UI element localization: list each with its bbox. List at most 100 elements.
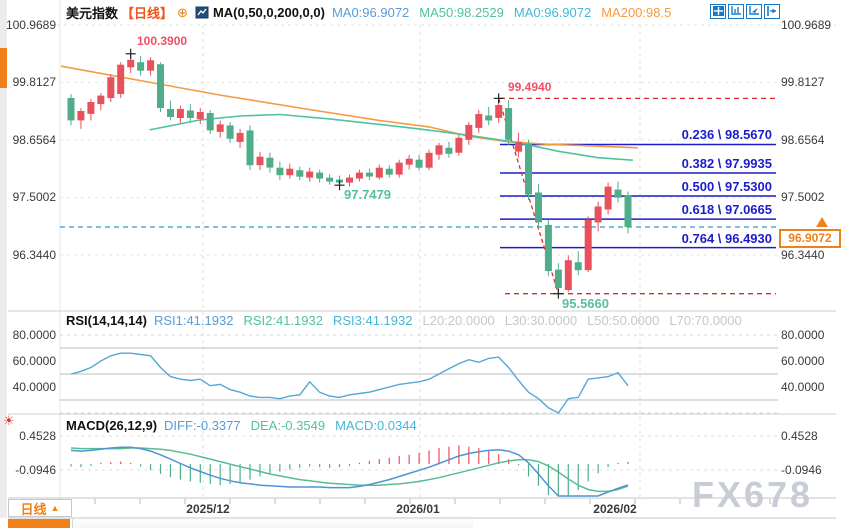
candle-body (604, 186, 612, 210)
bottom-tab-active[interactable] (8, 519, 70, 528)
candle-body (624, 195, 632, 227)
timeframe-tab[interactable]: 日线 ▲ (8, 499, 72, 517)
macd-header: MACD(26,12,9) DIFF:-0.3377 DEA:-0.3549 MAC… (66, 418, 427, 433)
fib-label: 0.382 \ 97.9935 (681, 155, 772, 171)
candle-body (196, 112, 204, 119)
price-axis-label: 96.3440 (781, 247, 825, 262)
rsi-value-label: RSI1:41.1932 (153, 313, 234, 328)
candle-body (425, 152, 433, 168)
watermark: FX678 (692, 474, 814, 515)
ma50-line (149, 113, 633, 161)
chart-type-icon[interactable] (195, 6, 209, 19)
price-axis-label: 97.5002 (781, 190, 825, 205)
chart-toolbar (710, 4, 782, 19)
candle-body (286, 168, 294, 176)
candle-body (276, 167, 284, 176)
ma200-line (60, 65, 638, 149)
candle-body (475, 114, 483, 128)
rsi-axis-label: 40.0000 (12, 380, 56, 394)
dea-line (70, 447, 629, 493)
rsi-line (70, 352, 629, 414)
collapse-right-icon[interactable] (764, 4, 780, 19)
pan-icon[interactable] (710, 4, 726, 19)
rsi-value-label: L20:20.0000 (422, 313, 495, 328)
left-scroll-thumb[interactable] (0, 48, 7, 88)
candle-body (137, 62, 145, 71)
candle-body (157, 64, 164, 108)
left-scroll-strip[interactable] (0, 0, 7, 518)
rsi-value-label: L50:50.0000 (587, 313, 660, 328)
price-axis-label: 97.5002 (12, 190, 56, 205)
low-price-label: 97.7479 (344, 187, 391, 202)
candle-body (465, 124, 473, 140)
candle-body (574, 262, 582, 271)
candle-body (87, 102, 95, 114)
bottom-tab-row[interactable] (72, 519, 473, 528)
candle-body (296, 170, 304, 177)
ma-value-label: MA0:96.9072 (513, 5, 592, 20)
macd-axis-label: -0.0946 (781, 462, 822, 477)
candle-body (375, 167, 383, 178)
rsi-axis-label: 80.0000 (781, 328, 825, 342)
rsi-value-label: RSI2:41.1932 (243, 313, 323, 328)
macd-value-label: DEA:-0.3549 (250, 418, 326, 433)
candle-body (216, 124, 224, 132)
peak-price-label: 100.3900 (137, 34, 188, 48)
timeframe-tab-label: 日线 (20, 501, 47, 517)
time-axis-month-label: 2025/12 (186, 502, 230, 516)
candle-body (256, 156, 264, 166)
candle-body (186, 110, 194, 118)
price-axis-label: 99.8127 (12, 75, 56, 90)
candle-body (107, 77, 115, 99)
candle-body (535, 192, 542, 223)
candle-body (306, 171, 314, 178)
candle-body (564, 260, 572, 290)
candle-body (485, 115, 493, 121)
candle-body (206, 113, 214, 131)
y-axis-scale-icon[interactable] (728, 4, 744, 19)
candle-body (544, 224, 552, 272)
candle-body (584, 219, 592, 271)
candle-body (346, 177, 353, 183)
time-axis-month-label: 2026/01 (396, 502, 440, 516)
rsi-values-group: RSI1:41.1932 RSI2:41.1932 RSI3:41.1932 L20:… (154, 313, 752, 328)
macd-value-label: DIFF:-0.3377 (164, 418, 241, 433)
candle-body (445, 147, 453, 154)
rsi-header: RSI(14,14,14) RSI1:41.1932 RSI2:41.1932 RS… (66, 313, 752, 328)
rsi-axis-label: 60.0000 (781, 354, 825, 368)
x-axis-scale-icon[interactable] (746, 4, 762, 19)
price-axis-label: 98.6564 (12, 133, 56, 147)
rsi-value-label: RSI3:41.1932 (332, 313, 413, 328)
macd-axis-label: -0.0946 (15, 462, 56, 477)
add-indicator-icon[interactable]: ⊕ (177, 4, 188, 20)
candle-body (266, 157, 274, 168)
fib-label: 0.236 \ 98.5670 (681, 127, 772, 143)
timeframe-label: 【日线】 (121, 6, 174, 21)
candle-body (365, 172, 373, 177)
candle-body (97, 95, 105, 105)
ma-value-label: MA0:96.9072 (331, 5, 410, 20)
macd-axis-label: 0.4528 (19, 429, 56, 443)
rsi-value-label: L30:30.0000 (504, 313, 578, 328)
macd-values-group: DIFF:-0.3377 DEA:-0.3549 MACD:0.0344 (164, 418, 427, 433)
candle-body (395, 162, 403, 175)
price-arrow-icon (816, 217, 828, 227)
candle-body (236, 132, 244, 142)
macd-axis-label: 0.4528 (781, 429, 818, 443)
ma-values-group: MA0:96.9072 MA50:98.2529 MA0:96.9072 MA200:… (332, 5, 681, 20)
candle-body (67, 98, 75, 121)
candle-body (127, 59, 135, 68)
candle-body (455, 137, 463, 153)
sun-marker-icon[interactable]: ☀ (3, 413, 15, 428)
candle-body (614, 189, 622, 198)
price-axis-label: 96.3440 (12, 247, 56, 262)
price-axis-label: 100.9689 (5, 18, 56, 32)
price-axis-label: 99.8127 (781, 75, 825, 90)
candle-body (355, 172, 363, 179)
price-axis-label: 98.6564 (781, 133, 825, 147)
candle-body (246, 130, 254, 166)
candle-body (176, 109, 184, 118)
diff-line (70, 446, 629, 497)
